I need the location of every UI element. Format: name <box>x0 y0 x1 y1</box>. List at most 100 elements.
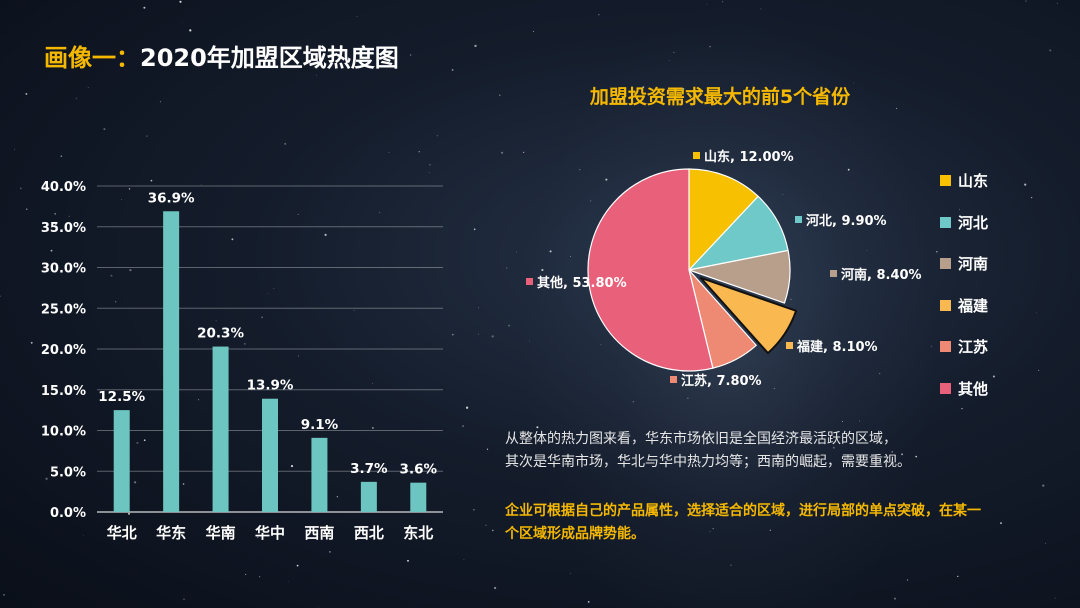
legend-swatch <box>940 382 951 394</box>
star <box>356 16 358 18</box>
star <box>103 128 106 131</box>
star <box>485 524 487 526</box>
star <box>1025 0 1027 2</box>
advice-text: 企业可根据自己的产品属性，选择适合的区域，进行局部的单点突破，在某一 个区域形成… <box>505 500 981 546</box>
star <box>499 94 501 96</box>
star <box>3 594 5 596</box>
summary-line: 其次是华南市场，华北与华中热力均等；西南的崛起，需要重视。 <box>505 454 911 470</box>
star <box>1035 312 1037 314</box>
star <box>957 575 959 578</box>
pie-data-label: 其他, 53.80% <box>537 275 627 291</box>
x-tick-label: 东北 <box>403 524 433 542</box>
pie-slice <box>688 168 759 271</box>
star <box>436 135 438 137</box>
y-tick-label: 30.0% <box>41 262 86 277</box>
star <box>1042 484 1045 487</box>
pie-legend: 山东 河北 河南 福建 江苏 其他 <box>940 160 988 409</box>
legend-label: 河北 <box>958 213 989 232</box>
star <box>1056 2 1058 4</box>
star <box>315 74 317 76</box>
advice-line: 个区域形成品牌势能。 <box>505 526 645 542</box>
pie-data-label: 山东, 12.00% <box>704 149 794 165</box>
bar <box>212 346 229 512</box>
legend-label: 山东 <box>958 172 989 191</box>
star <box>143 6 146 9</box>
region-bar-chart: 0.0% 5.0% 10.0% 15.0% 20.0% 25.0% 30.0% 35.0% 40… <box>41 180 443 542</box>
province-pie-chart: 山东, 12.00% 河北, 9.90% 河南, 8.40% 福建, 8.10% 江苏,… <box>526 149 922 389</box>
y-tick-label: 15.0% <box>41 384 86 399</box>
star <box>906 579 909 581</box>
star <box>287 581 289 582</box>
bar-value-label: 9.1% <box>301 417 339 433</box>
star <box>1000 522 1002 525</box>
star <box>1038 369 1040 371</box>
legend-swatch <box>940 175 951 187</box>
star <box>491 529 494 532</box>
pie-slice <box>587 168 714 372</box>
star <box>842 420 843 422</box>
data-label-swatch <box>670 376 677 383</box>
star <box>473 509 475 511</box>
star <box>329 551 331 553</box>
star <box>915 455 918 458</box>
star <box>668 60 670 61</box>
bar <box>311 437 328 512</box>
bar <box>360 481 377 512</box>
advice-line: 企业可根据自己的产品属性，选择适合的区域，进行局部的单点突破，在某一 <box>505 503 981 519</box>
legend-label: 其他 <box>958 379 989 398</box>
star <box>532 31 535 33</box>
star <box>930 345 932 347</box>
star <box>494 586 497 590</box>
y-tick-label: 35.0% <box>41 221 86 236</box>
star <box>159 101 161 103</box>
star <box>474 44 477 48</box>
bar-value-label: 3.6% <box>400 462 438 478</box>
legend-item-henan: 河南 <box>940 243 988 285</box>
star <box>317 606 319 608</box>
star <box>25 92 28 95</box>
legend-swatch <box>940 341 951 353</box>
star <box>259 576 261 578</box>
star <box>181 22 183 24</box>
pie-data-label: 江苏, 7.80% <box>681 373 762 389</box>
bar <box>410 482 427 512</box>
star <box>189 29 192 32</box>
star <box>1024 183 1027 186</box>
star <box>1049 49 1052 52</box>
star <box>296 564 299 567</box>
page-title-prefix: 画像一： <box>44 44 140 72</box>
bar-value-label: 13.9% <box>247 378 294 394</box>
data-label-swatch <box>786 342 793 349</box>
star <box>451 69 454 71</box>
star <box>598 14 600 16</box>
star <box>87 87 89 88</box>
legend-item-hebei: 河北 <box>940 202 988 244</box>
star <box>936 251 938 253</box>
star <box>486 448 489 450</box>
pie-data-label: 福建, 8.10% <box>796 339 878 355</box>
star <box>478 307 480 309</box>
star <box>992 375 995 378</box>
x-tick-label: 华东 <box>156 524 186 542</box>
star <box>709 45 711 48</box>
pie-slice <box>688 249 791 304</box>
y-tick-label: 20.0% <box>41 343 86 358</box>
star <box>146 135 148 137</box>
y-tick-label: 10.0% <box>41 425 86 440</box>
star <box>463 559 465 561</box>
star <box>478 333 479 335</box>
data-label-swatch <box>526 278 533 285</box>
legend-swatch <box>940 216 951 228</box>
bar-value-label: 36.9% <box>148 190 195 206</box>
legend-item-jiangsu: 江苏 <box>940 326 988 368</box>
legend-label: 福建 <box>958 296 989 315</box>
legend-item-other: 其他 <box>940 368 988 410</box>
star <box>760 8 762 10</box>
star <box>284 142 287 145</box>
legend-item-shandong: 山东 <box>940 160 988 202</box>
pie-data-label: 河南, 8.40% <box>841 267 922 283</box>
star <box>895 107 898 110</box>
star <box>894 597 896 600</box>
star <box>183 598 185 600</box>
y-tick-label: 40.0% <box>41 180 86 195</box>
